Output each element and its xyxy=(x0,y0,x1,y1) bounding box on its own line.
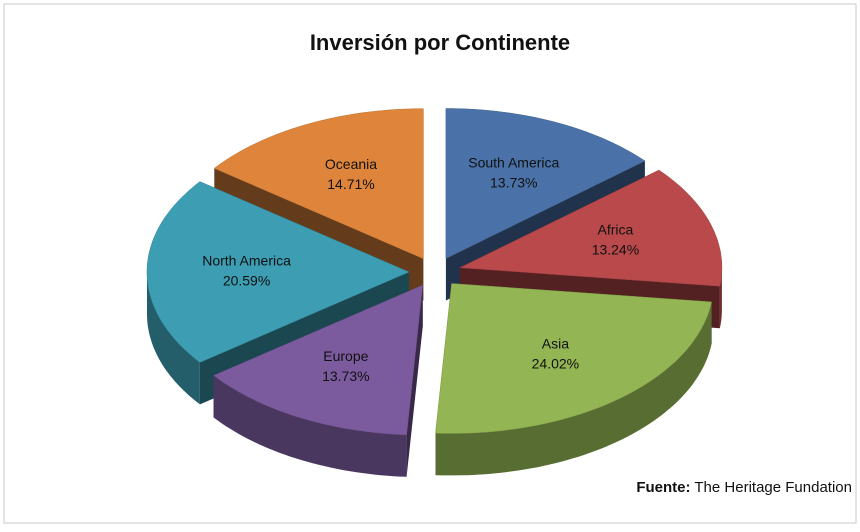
slice-value-label: 14.71% xyxy=(327,176,374,192)
slice xyxy=(445,108,646,259)
chart-border xyxy=(3,3,857,524)
slice-rim xyxy=(147,272,200,405)
slice-rim xyxy=(213,375,407,477)
slice xyxy=(458,169,723,287)
slice-label: South America xyxy=(468,155,559,171)
slice: Asia 24.02% xyxy=(435,283,712,476)
slice-label: Oceania xyxy=(325,156,377,172)
source-text: The Heritage Fundation xyxy=(694,479,852,496)
slice-value-label: 13.24% xyxy=(592,242,639,258)
slice xyxy=(435,283,712,434)
slice xyxy=(213,284,423,436)
source: Fuente: The Heritage Fundation xyxy=(636,479,852,496)
slice-label: Asia xyxy=(542,336,569,352)
slice-rim xyxy=(719,267,722,329)
slice-rim xyxy=(435,301,712,476)
slice-value-label: 20.59% xyxy=(223,273,270,289)
source-label: Fuente: xyxy=(636,479,690,496)
slice-value-label: 13.73% xyxy=(490,175,537,191)
slice xyxy=(213,108,424,260)
slice-value-label: 24.02% xyxy=(532,356,579,372)
slice-label: Africa xyxy=(598,222,634,238)
slice-label: North America xyxy=(202,253,291,269)
slice: Europe 13.73% xyxy=(213,284,423,477)
slice xyxy=(146,181,410,363)
chart-title: Inversión por Continente xyxy=(310,30,570,55)
slice-side xyxy=(406,285,423,477)
slice-label: Europe xyxy=(323,348,368,364)
slice-value-label: 13.73% xyxy=(322,368,369,384)
